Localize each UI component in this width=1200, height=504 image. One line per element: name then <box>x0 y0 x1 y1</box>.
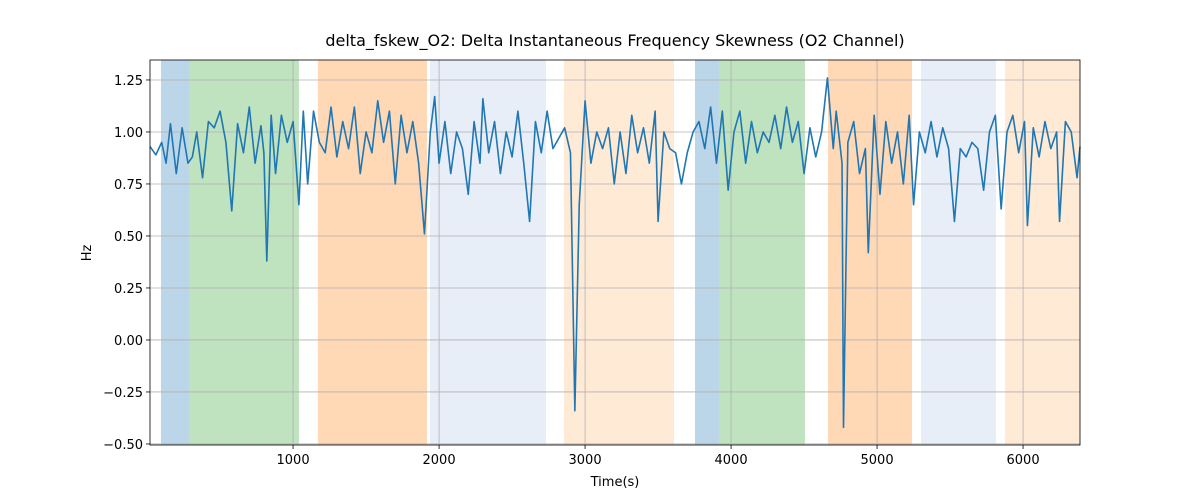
x-tick-label: 4000 <box>715 453 748 468</box>
x-tick-label: 6000 <box>1007 453 1040 468</box>
shaded-span <box>695 60 719 445</box>
y-tick-label: 1.25 <box>114 74 143 89</box>
y-tick-label: 0.75 <box>114 178 143 193</box>
y-tick-label: 0.50 <box>114 230 143 245</box>
data-line <box>149 77 1081 429</box>
shaded-span <box>430 60 546 445</box>
shaded-span <box>160 60 189 445</box>
y-tick-label: −0.50 <box>103 438 143 453</box>
shaded-span <box>828 60 912 445</box>
y-tick-label: 0.00 <box>114 334 143 349</box>
x-axis-label: Time(s) <box>590 475 640 490</box>
y-tick-label: 1.00 <box>114 126 143 141</box>
shaded-span <box>1004 60 1080 445</box>
shaded-span <box>564 60 674 445</box>
shaded-span <box>317 60 427 445</box>
y-tick-label: 0.25 <box>114 282 143 297</box>
plot-frame <box>149 59 1081 446</box>
x-tick-label: 2000 <box>423 453 456 468</box>
shaded-span <box>718 60 805 445</box>
x-tick-label: 5000 <box>861 453 894 468</box>
x-tick-label: 3000 <box>569 453 602 468</box>
x-tick-label: 1000 <box>277 453 310 468</box>
chart-title: delta_fskew_O2: Delta Instantaneous Freq… <box>325 31 904 51</box>
shaded-span <box>921 60 997 445</box>
y-tick-label: −0.25 <box>103 386 143 401</box>
y-axis-label: Hz <box>80 245 95 262</box>
